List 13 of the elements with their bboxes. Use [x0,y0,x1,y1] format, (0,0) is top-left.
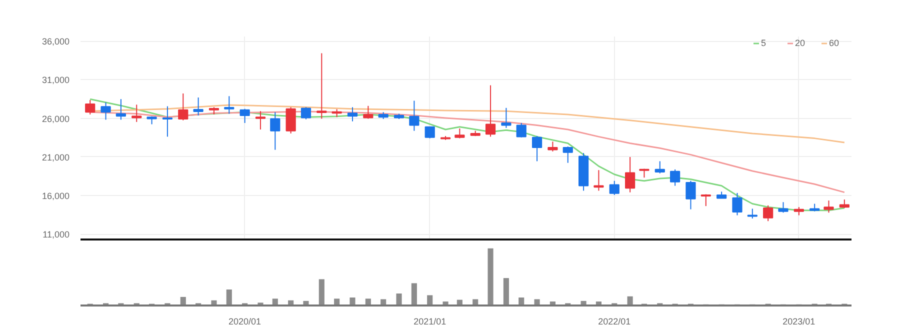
y-tick-label: 31,000 [42,75,70,86]
y-tick-label: 16,000 [42,191,70,202]
legend-label: 5 [761,38,768,48]
y-tick-label: 11,000 [42,230,70,240]
y-tick-label: 26,000 [42,114,70,124]
y-tick-label: 21,000 [42,152,70,162]
legend-label: 20 [795,38,806,48]
x-tick-label: 2023/01 [782,316,816,326]
x-tick-label: 2021/01 [414,316,446,326]
y-tick-label: 36,000 [42,36,70,47]
legend-label: 60 [829,38,840,48]
x-tick-label: 2020/01 [228,316,262,326]
x-tick-label: 2022/01 [598,316,631,326]
